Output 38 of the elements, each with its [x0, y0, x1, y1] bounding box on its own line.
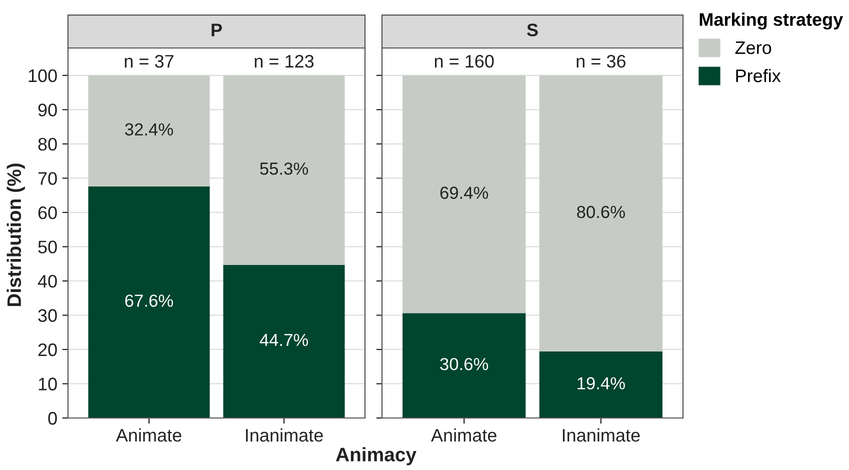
legend-label: Zero [735, 42, 772, 54]
y-tick-label: 0 [48, 412, 57, 425]
bar [223, 264, 345, 418]
data-label: 69.4% [440, 186, 488, 199]
data-label: 44.7% [260, 334, 308, 346]
legend-label: Prefix [736, 68, 781, 82]
y-tick-label: 100 [28, 69, 57, 82]
y-tick-label: 40 [38, 274, 57, 288]
x-tick-label: Animate [431, 428, 496, 442]
y-axis-title: Distribution (%) [6, 164, 25, 306]
x-tick-label: Animate [116, 428, 182, 442]
data-label: 30.6% [440, 358, 488, 370]
y-tick-label: 50 [38, 240, 57, 254]
data-label: 19.4% [578, 377, 625, 390]
chart-title: P [212, 24, 222, 36]
bar [223, 75, 345, 265]
annotation: n = 36 [576, 54, 626, 68]
x-tick-label: Inanimate [562, 428, 640, 442]
data-label: 55.3% [260, 162, 308, 175]
bar [88, 186, 210, 418]
y-tick-label: 30 [38, 309, 57, 322]
chart-title: S [526, 24, 538, 36]
data-label: 32.4% [125, 123, 173, 136]
y-tick-label: 60 [38, 206, 57, 220]
annotation: n = 37 [124, 54, 174, 68]
y-tick-label: 20 [38, 343, 57, 356]
y-tick-label: 70 [38, 172, 57, 185]
x-tick-label: Inanimate [246, 428, 323, 442]
data-label: 67.6% [125, 294, 173, 307]
y-tick-label: 90 [38, 104, 57, 116]
x-axis-title: Animacy [336, 447, 416, 466]
bar [88, 75, 210, 186]
y-tick-label: 80 [38, 138, 57, 151]
y-tick-label: 10 [38, 378, 57, 390]
annotation: n = 160 [434, 54, 494, 68]
data-label: 80.6% [577, 206, 625, 218]
legend-title: Marking strategy [700, 12, 844, 30]
annotation: n = 123 [254, 54, 314, 68]
